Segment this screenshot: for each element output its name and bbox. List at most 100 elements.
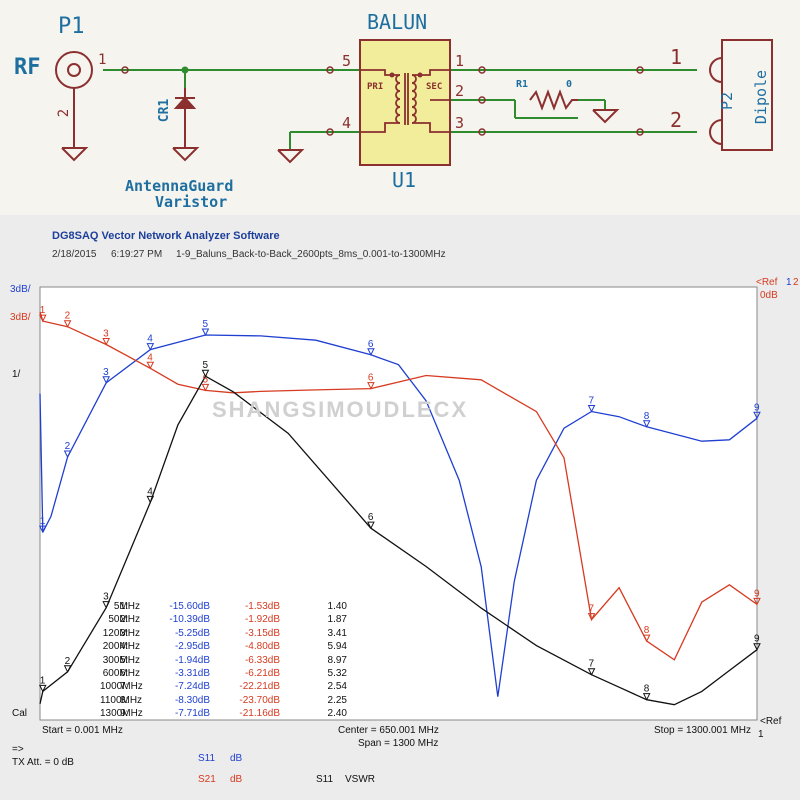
vna-title: DG8SAQ Vector Network Analyzer Software xyxy=(52,230,280,242)
marker-point xyxy=(367,348,375,356)
marker-number: 1 xyxy=(40,675,46,686)
left-ref-s11: 3dB/ xyxy=(10,284,31,295)
marker-s21-db: -21.16dB xyxy=(239,708,280,720)
balun-title: BALUN xyxy=(367,10,428,34)
marker-freq: 1000MHz xyxy=(100,681,143,693)
schematic-drawing xyxy=(55,39,773,166)
varistor-symbol xyxy=(173,96,197,109)
watermark: SHANGSIMOUDLECX xyxy=(212,397,469,422)
dipole-box xyxy=(721,39,773,151)
marker-number: 3 xyxy=(103,367,109,378)
marker-point xyxy=(642,634,651,643)
junction-dot xyxy=(181,66,189,74)
ground-icon xyxy=(592,109,620,124)
marker-number: 1 xyxy=(40,516,46,527)
legend-s11-vswr-name[interactable]: S11 xyxy=(316,774,334,785)
marker-row: 3: 120MHz -5.25dB -3.15dB 3.41 xyxy=(100,628,400,641)
center-frequency: Center = 650.001 MHz xyxy=(338,725,439,736)
ground-icon xyxy=(277,149,305,164)
pin-marker xyxy=(121,66,129,74)
marker-freq: 200MHz xyxy=(102,641,140,653)
marker-number: 7 xyxy=(589,395,595,406)
marker-point xyxy=(642,693,651,701)
legend-s21-db-unit[interactable]: dB xyxy=(230,774,243,785)
marker-vswr: 3.41 xyxy=(327,627,347,639)
marker-point xyxy=(753,643,761,651)
info-date: 2/18/2015 xyxy=(52,249,97,260)
marker-point xyxy=(367,521,375,530)
marker-number: 9 xyxy=(754,634,760,645)
marker-label: 6: xyxy=(120,668,129,679)
marker-number: 7 xyxy=(589,659,595,670)
marker-point xyxy=(38,684,47,693)
right-ref-bottom: <Ref xyxy=(760,716,782,727)
left-ref-s21: 3dB/ xyxy=(10,312,31,323)
u1-pin3-number: 3 xyxy=(455,114,465,132)
marker-point xyxy=(102,376,110,384)
marker-freq: 1100MHz xyxy=(100,694,143,706)
polarity-dot xyxy=(417,72,423,78)
legend-s21-db-name[interactable]: S21 xyxy=(198,774,216,785)
marker-point xyxy=(63,320,72,328)
pin-marker xyxy=(326,66,334,74)
marker-point xyxy=(367,382,375,390)
marker-label: 4: xyxy=(120,641,129,653)
marker-s11-db: -10.39dB xyxy=(169,614,210,626)
marker-number: 8 xyxy=(644,411,650,422)
marker-vswr: 5.94 xyxy=(327,641,347,653)
info-file: 1-9_Baluns_Back-to-Back_2600pts_8ms_0.00… xyxy=(176,249,446,260)
legend-s11-db-name[interactable]: S11 xyxy=(198,753,216,764)
legend-s11-db-unit[interactable]: dB xyxy=(230,753,243,764)
info-time: 6:19:27 PM xyxy=(111,249,163,260)
marker-s11-db: -15.60dB xyxy=(169,601,210,612)
marker-point xyxy=(753,597,761,606)
span-frequency: Span = 1300 MHz xyxy=(358,738,439,749)
marker-number: 4 xyxy=(147,486,153,497)
marker-freq: 1300MHz xyxy=(100,708,143,720)
marker-number: 2 xyxy=(65,656,71,667)
pin-marker xyxy=(636,66,644,74)
u1-pin4-number: 4 xyxy=(342,114,352,132)
marker-vswr: 2.54 xyxy=(327,681,347,693)
vna-window: DG8SAQ Vector Network Analyzer Software … xyxy=(0,215,800,800)
polarity-dot xyxy=(389,72,395,78)
marker-s11-db: -8.30dB xyxy=(174,694,210,706)
u1-pin5-number: 5 xyxy=(342,52,352,70)
p1-pin1-number: 1 xyxy=(98,52,107,68)
dipole-pin2-terminal xyxy=(709,119,723,145)
marker-freq: 50MHz xyxy=(108,614,140,626)
marker-number: 3 xyxy=(103,328,109,339)
marker-label: 5: xyxy=(120,654,129,666)
p1-pin2-number: 2 xyxy=(56,108,73,118)
marker-number: 5 xyxy=(202,360,208,371)
p2-dipole-name: Dipole xyxy=(752,69,771,125)
marker-number: 4 xyxy=(147,352,153,363)
marker-s21-db: -22.21dB xyxy=(239,681,280,693)
p2-pin2-number: 2 xyxy=(670,108,683,132)
marker-point xyxy=(63,450,72,459)
marker-label: 1: xyxy=(120,601,129,612)
legend-s11-vswr-unit[interactable]: VSWR xyxy=(345,774,375,785)
right-ref-two: 2 xyxy=(793,277,799,288)
left-ref-vswr: 1/ xyxy=(12,369,21,380)
marker-s21-db: -4.80dB xyxy=(244,641,280,653)
right-ref-db: 0dB xyxy=(760,290,778,301)
marker-vswr: 1.87 xyxy=(327,614,347,626)
marker-number: 6 xyxy=(368,339,374,350)
marker-s21-db: -6.33dB xyxy=(244,654,280,666)
marker-vswr: 2.25 xyxy=(327,694,347,706)
marker-s21-db: -6.21dB xyxy=(244,668,280,679)
marker-freq: 300MHz xyxy=(102,654,140,666)
marker-label: 2: xyxy=(120,614,129,626)
marker-number: 5 xyxy=(202,374,208,385)
sec-label: SEC xyxy=(426,82,443,92)
marker-label: 3: xyxy=(120,627,129,639)
resistor-symbol xyxy=(529,89,578,111)
marker-row: 4: 200MHz -2.95dB -4.80dB 5.94 xyxy=(100,641,400,654)
marker-s11-db: -5.25dB xyxy=(174,627,210,639)
marker-s21-db: -3.15dB xyxy=(244,627,280,639)
dipole-pin1-terminal xyxy=(709,57,723,83)
marker-number: 6 xyxy=(368,373,374,384)
pin-marker xyxy=(478,66,486,74)
marker-point xyxy=(587,613,596,621)
